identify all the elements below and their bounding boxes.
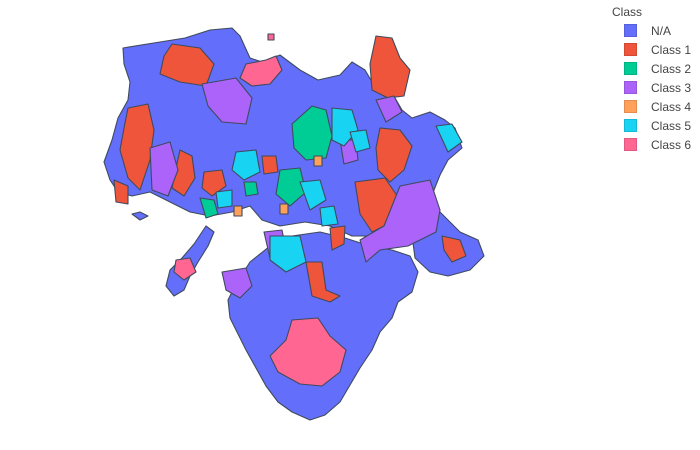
legend-label: Class 3 xyxy=(651,80,692,95)
legend-swatch xyxy=(624,100,637,113)
legend-label: N/A xyxy=(651,23,672,38)
region-class1-h[interactable] xyxy=(329,225,346,251)
legend-title: Class xyxy=(612,5,643,19)
region-class4-c[interactable] xyxy=(233,205,243,217)
region-class5-h[interactable] xyxy=(215,189,233,209)
region-class5-f[interactable] xyxy=(349,129,371,153)
legend-item[interactable]: N/A xyxy=(612,21,691,40)
legend-item[interactable]: Class 1 xyxy=(612,40,691,59)
legend-label: Class 4 xyxy=(651,99,692,114)
region-class1-l[interactable] xyxy=(261,155,279,175)
region-class2-c[interactable] xyxy=(199,197,219,219)
region-class6-c[interactable] xyxy=(173,257,197,281)
region-class2-d[interactable] xyxy=(243,181,259,197)
region-class1-b[interactable] xyxy=(369,35,411,99)
region-class1-i[interactable] xyxy=(441,235,467,263)
legend-item[interactable]: Class 3 xyxy=(612,78,691,97)
region-class1-a[interactable] xyxy=(159,43,215,87)
region-class3-d[interactable] xyxy=(221,267,253,299)
legend-item[interactable]: Class 4 xyxy=(612,97,691,116)
region-class3-c[interactable] xyxy=(359,179,441,263)
region-class5-d[interactable] xyxy=(269,235,307,273)
legend-swatch xyxy=(624,119,637,132)
region-class2-b[interactable] xyxy=(275,167,307,207)
legend-swatch xyxy=(624,81,637,94)
region-class3-e[interactable] xyxy=(375,95,403,123)
region-class5-b[interactable] xyxy=(435,123,463,153)
region-class6-b[interactable] xyxy=(269,317,347,387)
legend-swatch xyxy=(624,43,637,56)
region-class4-b[interactable] xyxy=(279,203,289,215)
legend-swatch xyxy=(624,24,637,37)
region-class4-a[interactable] xyxy=(313,155,323,167)
region-class3-a[interactable] xyxy=(201,77,253,125)
region-class3-b[interactable] xyxy=(149,141,179,197)
region-class1-j[interactable] xyxy=(305,261,341,303)
legend-item[interactable]: Class 2 xyxy=(612,59,691,78)
legend: Class N/A Class 1 Class 2 Class 3 Class 4 Cla… xyxy=(612,3,691,154)
region-class1-c[interactable] xyxy=(119,103,155,191)
region-class2-a[interactable] xyxy=(291,105,333,161)
region-class6-d[interactable] xyxy=(267,33,275,41)
region-small-island[interactable] xyxy=(131,211,149,221)
region-class5-g[interactable] xyxy=(319,205,339,227)
region-class5-c[interactable] xyxy=(231,149,261,181)
legend-swatch xyxy=(624,138,637,151)
region-class6-a[interactable] xyxy=(239,55,283,87)
legend-label: Class 2 xyxy=(651,61,692,76)
region-class5-e[interactable] xyxy=(299,179,327,211)
region-class1-k[interactable] xyxy=(113,179,129,205)
legend-item[interactable]: Class 5 xyxy=(612,116,691,135)
legend-item[interactable]: Class 6 xyxy=(612,135,691,154)
legend-swatch xyxy=(624,62,637,75)
region-class1-d[interactable] xyxy=(375,127,413,183)
legend-label: Class 5 xyxy=(651,118,692,133)
map-classes xyxy=(113,33,467,387)
region-class1-g[interactable] xyxy=(201,169,227,197)
legend-label: Class 1 xyxy=(651,42,692,57)
legend-label: Class 6 xyxy=(651,137,692,152)
